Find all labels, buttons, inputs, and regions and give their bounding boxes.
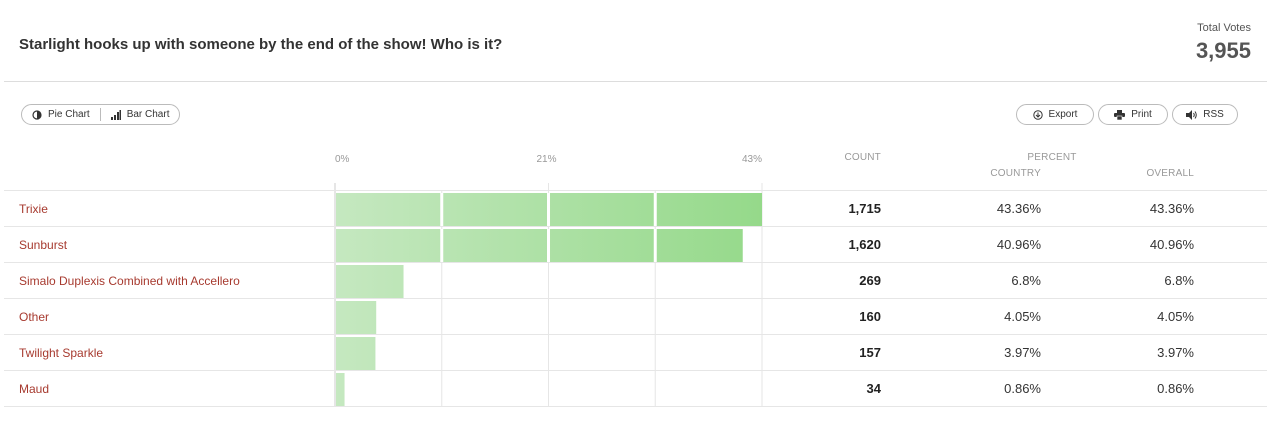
percent-header: PERCENT (1027, 152, 1077, 163)
vote-count: 1,620 (848, 237, 881, 252)
rss-button[interactable]: RSS (1172, 104, 1238, 125)
x-tick-label: 0% (335, 154, 350, 165)
printer-icon (1114, 109, 1126, 120)
country-percent: 3.97% (1004, 345, 1041, 360)
row-divider (4, 370, 1267, 371)
country-percent: 6.8% (1011, 273, 1041, 288)
vote-count: 269 (859, 273, 881, 288)
country-percent: 40.96% (996, 237, 1041, 252)
option-label[interactable]: Trixie (19, 202, 48, 216)
bar-simalo-duplexis-combined-with-accellero (336, 265, 404, 299)
print-button[interactable]: Print (1098, 104, 1168, 125)
vote-count: 157 (859, 345, 881, 360)
row-divider (4, 334, 1267, 335)
export-button[interactable]: Export (1016, 104, 1094, 125)
pie-chart-label: Pie Chart (48, 109, 90, 120)
count-header: COUNT (844, 152, 881, 163)
chart-type-toggle: Pie Chart Bar Chart (21, 104, 181, 125)
country-percent: 4.05% (1004, 309, 1041, 324)
x-tick-label: 43% (742, 154, 762, 165)
pie-chart-button[interactable]: Pie Chart (22, 105, 100, 124)
overall-header: OVERALL (1146, 168, 1194, 179)
vote-count: 160 (859, 309, 881, 324)
rss-label: RSS (1203, 109, 1224, 120)
chart-tick-labels: 0% 21% 43% (335, 154, 762, 165)
export-label: Export (1048, 109, 1078, 120)
country-header: COUNTRY (990, 168, 1041, 179)
option-label[interactable]: Maud (19, 382, 50, 396)
row-divider (4, 190, 1267, 191)
option-label[interactable]: Simalo Duplexis Combined with Accellero (19, 274, 240, 288)
bar-sunburst (336, 229, 743, 263)
option-label[interactable]: Twilight Sparkle (19, 346, 104, 360)
x-tick-label: 21% (536, 154, 556, 165)
country-percent: 0.86% (1004, 381, 1041, 396)
bar-other (336, 301, 377, 335)
row-divider (4, 262, 1267, 263)
row-divider (4, 298, 1267, 299)
overall-percent: 6.8% (1164, 273, 1194, 288)
overall-percent: 40.96% (1149, 237, 1194, 252)
rss-icon (1186, 109, 1197, 120)
bar-maud (336, 373, 345, 407)
row-divider (4, 406, 1267, 407)
bar-chart-label: Bar Chart (126, 109, 170, 120)
bar-twilight-sparkle (336, 337, 376, 371)
country-percent: 43.36% (996, 201, 1041, 216)
header-divider (4, 81, 1267, 82)
poll-title: Starlight hooks up with someone by the e… (19, 36, 503, 53)
toggle-divider (99, 108, 101, 121)
pie-chart-icon (32, 109, 42, 120)
total-votes-label: Total Votes (1197, 22, 1251, 34)
total-votes-value: 3,955 (1195, 38, 1251, 63)
overall-percent: 3.97% (1157, 345, 1194, 360)
vote-count: 34 (866, 381, 881, 396)
row-divider (4, 226, 1267, 227)
bar-chart-icon (110, 109, 121, 120)
overall-percent: 43.36% (1149, 201, 1194, 216)
option-label[interactable]: Other (19, 310, 50, 324)
chart-bars (336, 193, 762, 407)
export-icon (1032, 109, 1043, 120)
bar-chart-button[interactable]: Bar Chart (101, 105, 180, 124)
print-label: Print (1131, 109, 1152, 120)
vote-count: 1,715 (848, 201, 881, 216)
overall-percent: 4.05% (1157, 309, 1194, 324)
option-label[interactable]: Sunburst (19, 238, 68, 252)
overall-percent: 0.86% (1157, 381, 1194, 396)
